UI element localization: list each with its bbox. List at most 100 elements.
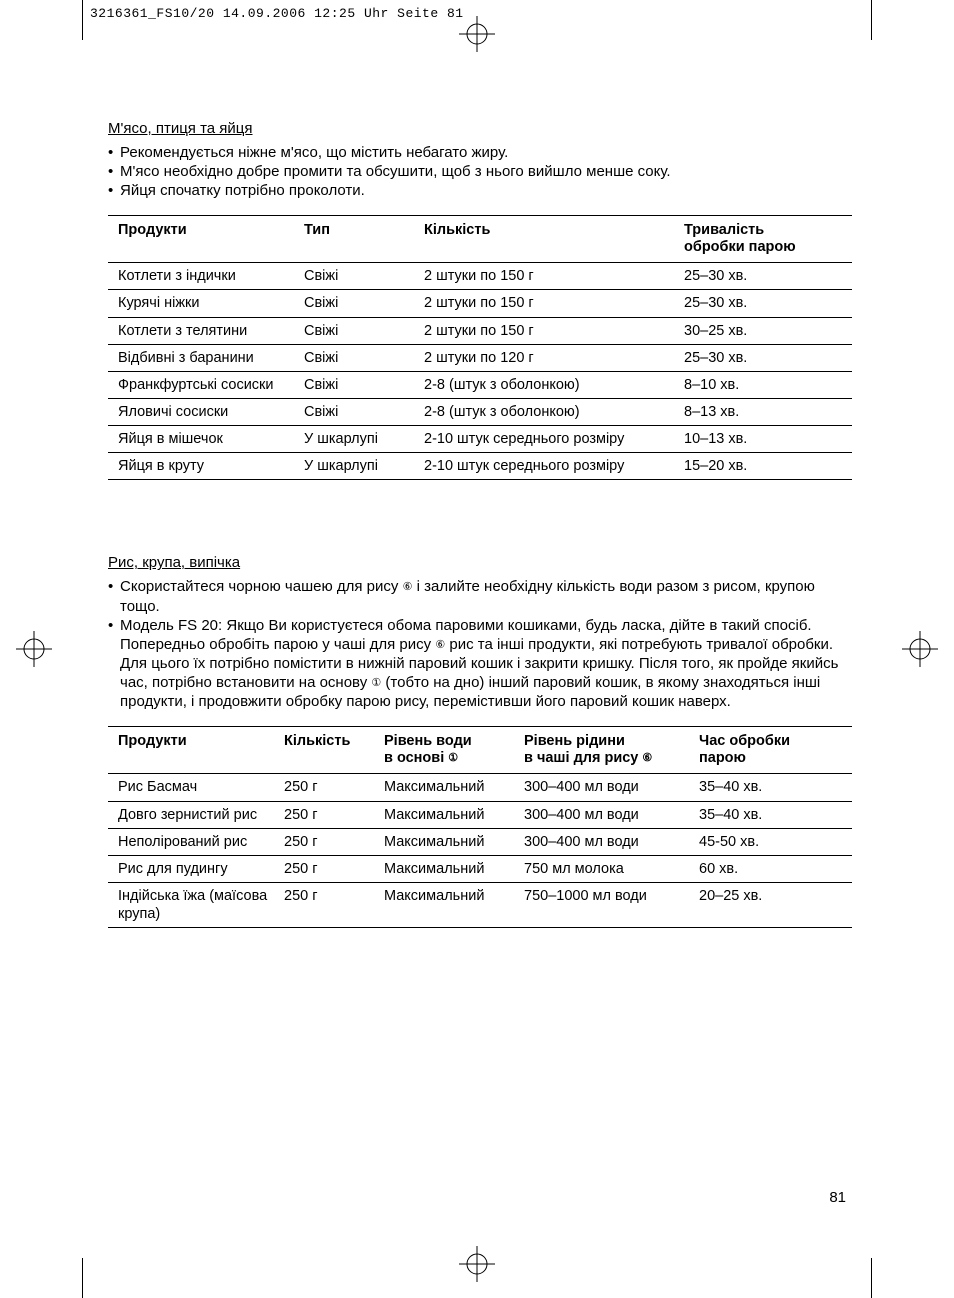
registration-mark-icon [16,631,52,667]
table-cell: Свіжі [298,344,418,371]
page: 3216361_FS10/20 14.09.2006 12:25 Uhr Sei… [0,0,954,1298]
table-cell: Свіжі [298,317,418,344]
th-line1: Рівень води [384,733,472,749]
table-meat: Продукти Тип Кількість Тривалість обробк… [108,215,852,481]
table-cell: Курячі ніжки [108,290,298,317]
table-cell: 250 г [278,774,378,801]
table-cell: 8–10 хв. [678,371,852,398]
table-cell: 25–30 хв. [678,290,852,317]
table-row: Курячі ніжкиСвіжі2 штуки по 150 г25–30 х… [108,290,852,317]
bullet-item: М'ясо необхідно добре промити та обсушит… [108,162,852,181]
table-cell: Рис Басмач [108,774,278,801]
th-water: Рівень води в основі ① [378,726,518,774]
table-cell: 300–400 мл води [518,801,693,828]
table-cell: 8–13 хв. [678,398,852,425]
section-meat: М'ясо, птиця та яйця Рекомендується ніжн… [108,120,852,480]
table-row: Неполірований рис250 гМаксимальний300–40… [108,828,852,855]
table-cell: 2 штуки по 120 г [418,344,678,371]
registration-mark-icon [459,1246,495,1282]
table-cell: 750 мл молока [518,855,693,882]
table-cell: 30–25 хв. [678,317,852,344]
table-cell: Максимальний [378,801,518,828]
table-cell: Довго зернистий рис [108,801,278,828]
table-cell: 750–1000 мл води [518,882,693,927]
table-cell: У шкарлупі [298,453,418,480]
registration-mark-icon [902,631,938,667]
table-cell: 300–400 мл води [518,774,693,801]
th-line2: в чаші для рису [524,750,642,766]
table-cell: 2-8 (штук з оболонкою) [418,398,678,425]
bullet-item: Модель FS 20: Якщо Ви користуєтеся обома… [108,616,852,712]
th-line2: в основі [384,750,448,766]
table-cell: 35–40 хв. [693,801,852,828]
table-cell: Яйця в мішечок [108,426,298,453]
section-title: М'ясо, птиця та яйця [108,120,852,137]
circled-ref-icon: ⑥ [435,638,445,652]
bullet-item: Скористайтеся чорною чашею для рису ⑥ і … [108,577,852,615]
table-cell: У шкарлупі [298,426,418,453]
table-row: Довго зернистий рис250 гМаксимальний300–… [108,801,852,828]
table-cell: 35–40 хв. [693,774,852,801]
th-product: Продукти [108,215,298,263]
th-qty: Кількість [278,726,378,774]
table-cell: Максимальний [378,828,518,855]
bullet-item: Яйця спочатку потрібно проколоти. [108,181,852,200]
th-qty: Кількість [418,215,678,263]
registration-mark-icon [459,16,495,52]
bullet-item: Рекомендується ніжне м'ясо, що містить н… [108,143,852,162]
section-rice: Рис, крупа, випічка Скористайтеся чорною… [108,554,852,928]
th-line1: Тривалість [684,222,764,238]
table-row: Рис Басмач250 гМаксимальний300–400 мл во… [108,774,852,801]
circled-ref-icon: ① [448,752,458,765]
table-cell: Максимальний [378,855,518,882]
table-cell: 2 штуки по 150 г [418,263,678,290]
table-cell: 250 г [278,855,378,882]
table-cell: Яйця в круту [108,453,298,480]
table-cell: Індійська їжа (маїсова крупа) [108,882,278,927]
circled-ref-icon: ① [371,676,381,690]
table-cell: Франкфуртські сосиски [108,371,298,398]
table-row: Індійська їжа (маїсова крупа)250 гМаксим… [108,882,852,927]
table-row: Яйця в крутуУ шкарлупі2-10 штук середньо… [108,453,852,480]
table-row: Котлети з телятиниСвіжі2 штуки по 150 г3… [108,317,852,344]
table-cell: 250 г [278,828,378,855]
header-crop-info: 3216361_FS10/20 14.09.2006 12:25 Uhr Sei… [90,6,464,21]
th-time: Час обробки парою [693,726,852,774]
circled-ref-icon: ⑥ [642,752,652,765]
circled-ref-icon: ⑥ [403,580,413,594]
table-cell: 60 хв. [693,855,852,882]
th-type: Тип [298,215,418,263]
table-row: Відбивні з бараниниСвіжі2 штуки по 120 г… [108,344,852,371]
th-liquid: Рівень рідини в чаші для рису ⑥ [518,726,693,774]
table-cell: Котлети з індички [108,263,298,290]
table-cell: 2-10 штук середнього розміру [418,426,678,453]
table-cell: Відбивні з баранини [108,344,298,371]
table-cell: 250 г [278,801,378,828]
table-cell: Свіжі [298,290,418,317]
table-cell: Свіжі [298,263,418,290]
th-line1: Час обробки [699,733,790,749]
table-cell: 45-50 хв. [693,828,852,855]
table-row: Рис для пудингу250 гМаксимальний750 мл м… [108,855,852,882]
table-row: Котлети з індичкиСвіжі2 штуки по 150 г25… [108,263,852,290]
table-rice: Продукти Кількість Рівень води в основі … [108,726,852,929]
table-header-row: Продукти Тип Кількість Тривалість обробк… [108,215,852,263]
table-cell: Свіжі [298,371,418,398]
bullet-text: Скористайтеся чорною чашею для рису [120,578,403,595]
table-cell: 20–25 хв. [693,882,852,927]
table-cell: 2-10 штук середнього розміру [418,453,678,480]
th-duration: Тривалість обробки парою [678,215,852,263]
table-cell: Яловичі сосиски [108,398,298,425]
section2-bullets: Скористайтеся чорною чашею для рису ⑥ і … [108,577,852,711]
table-cell: Котлети з телятини [108,317,298,344]
table-cell: Максимальний [378,774,518,801]
table-row: Яйця в мішечокУ шкарлупі2-10 штук середн… [108,426,852,453]
section1-bullets: Рекомендується ніжне м'ясо, що містить н… [108,143,852,201]
table-cell: 2 штуки по 150 г [418,290,678,317]
table-cell: 10–13 хв. [678,426,852,453]
table-cell: 300–400 мл води [518,828,693,855]
table-cell: 25–30 хв. [678,263,852,290]
th-line2: обробки парою [684,239,796,255]
table-cell: Неполірований рис [108,828,278,855]
table-cell: Свіжі [298,398,418,425]
